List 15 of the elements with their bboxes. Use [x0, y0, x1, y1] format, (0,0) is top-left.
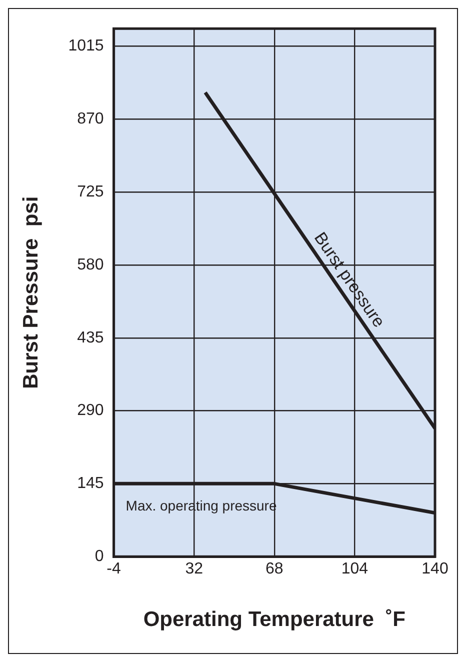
x-tick-label: 68: [266, 560, 284, 578]
y-tick-label: 435: [77, 329, 104, 346]
x-tick-label: -4: [106, 560, 122, 578]
y-tick-label: 290: [77, 402, 104, 420]
x-tick-label: 140: [422, 560, 448, 578]
x-axis-title: Operating Temperature ˚F: [143, 608, 406, 632]
y-tick-label: 0: [94, 548, 104, 566]
y-tick-label: 1015: [68, 38, 104, 55]
y-tick-label: 145: [77, 475, 104, 492]
x-tick-label: 104: [341, 560, 368, 578]
y-axis-title: Burst Pressure psi: [19, 196, 42, 389]
y-tick-label: 725: [77, 183, 104, 200]
y-tick-label: 870: [77, 110, 104, 128]
y-tick-label: 580: [77, 256, 104, 274]
x-tick-label: 32: [185, 560, 204, 578]
